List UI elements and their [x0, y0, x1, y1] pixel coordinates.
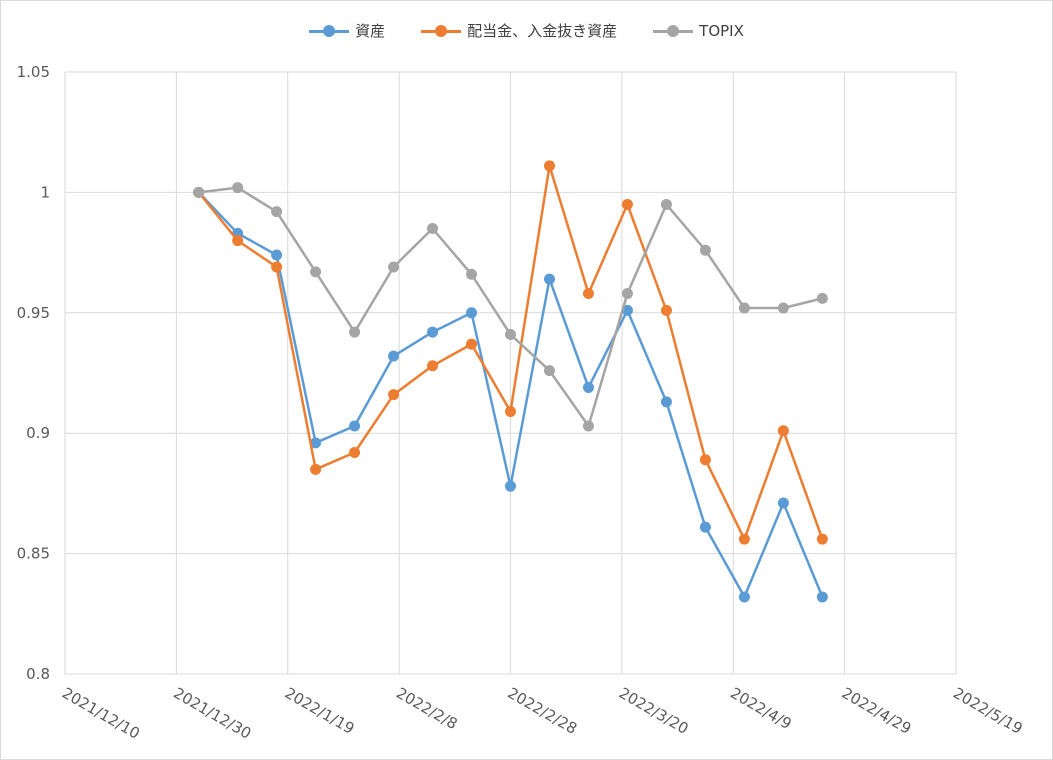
x-tick-label: 2021/12/30 [170, 684, 254, 743]
data-point-series-1 [310, 463, 322, 475]
y-tick-label: 0.8 [26, 665, 50, 683]
x-tick-label: 2022/3/20 [616, 684, 692, 738]
data-point-series-2 [271, 206, 283, 218]
data-point-series-1 [582, 288, 594, 300]
data-point-series-1 [816, 533, 828, 545]
x-tick-label: 2022/5/19 [950, 684, 1026, 738]
data-point-series-0 [777, 497, 789, 509]
data-point-series-2 [310, 266, 322, 278]
x-tick-label: 2022/2/28 [505, 684, 581, 738]
y-tick-label: 0.95 [17, 304, 50, 322]
data-point-series-0 [310, 437, 322, 449]
data-point-series-1 [621, 198, 633, 210]
data-point-series-2 [232, 182, 244, 194]
data-point-series-0 [505, 480, 516, 492]
legend: 資産 配当金、入金抜き資産 TOPIX [0, 20, 1053, 41]
data-point-series-1 [232, 235, 244, 247]
legend-item-series-2[interactable]: TOPIX [653, 20, 744, 41]
data-point-series-0 [271, 249, 283, 261]
data-point-series-2 [738, 302, 750, 314]
legend-label: 配当金、入金抜き資産 [467, 22, 618, 40]
data-point-series-1 [388, 389, 400, 401]
legend-label: 資産 [355, 22, 386, 40]
data-point-series-2 [777, 302, 789, 314]
data-point-series-0 [816, 591, 828, 603]
data-point-series-1 [777, 425, 789, 437]
data-point-series-1 [505, 406, 516, 418]
data-point-series-1 [271, 261, 283, 273]
data-point-series-2 [388, 261, 400, 273]
data-point-series-0 [388, 350, 400, 362]
y-tick-label: 0.9 [26, 424, 50, 442]
legend-marker [653, 21, 694, 41]
data-point-series-1 [699, 454, 711, 466]
legend-item-series-1[interactable]: 配当金、入金抜き資産 [421, 20, 617, 41]
y-tick-label: 1 [40, 183, 50, 201]
data-point-series-0 [427, 326, 439, 338]
data-point-series-1 [660, 304, 672, 316]
x-tick-label: 2022/4/29 [839, 684, 915, 738]
legend-item-series-0[interactable]: 資産 [309, 20, 385, 41]
data-point-series-2 [816, 292, 828, 304]
data-point-series-2 [505, 328, 516, 340]
data-point-series-1 [543, 160, 555, 172]
data-point-series-0 [349, 420, 361, 432]
data-point-series-0 [582, 381, 594, 393]
x-tick-label: 2022/4/9 [727, 684, 794, 733]
data-point-series-0 [466, 307, 478, 319]
data-point-series-0 [699, 521, 711, 533]
y-tick-label: 0.85 [17, 545, 50, 563]
data-point-series-2 [466, 268, 478, 280]
legend-marker [421, 21, 462, 41]
data-point-series-2 [193, 186, 205, 198]
legend-label: TOPIX [699, 21, 744, 40]
data-point-series-0 [738, 591, 750, 603]
x-tick-label: 2022/1/19 [282, 684, 358, 738]
legend-dot-2 [667, 24, 680, 37]
data-point-series-2 [699, 244, 711, 256]
data-point-series-2 [660, 198, 672, 210]
x-tick-label: 2022/2/8 [393, 684, 460, 733]
legend-dot-1 [435, 24, 448, 37]
data-point-series-2 [349, 326, 361, 338]
data-point-series-2 [427, 223, 439, 235]
data-point-series-1 [466, 338, 478, 350]
x-tick-label: 2021/12/10 [59, 684, 143, 743]
data-point-series-1 [738, 533, 750, 545]
data-point-series-2 [582, 420, 594, 432]
data-point-series-2 [621, 288, 633, 300]
legend-dot-0 [323, 24, 336, 37]
data-point-series-0 [621, 304, 633, 316]
data-point-series-0 [660, 396, 672, 408]
data-point-series-1 [427, 360, 439, 372]
data-point-series-1 [349, 446, 361, 458]
legend-marker [309, 21, 350, 41]
data-point-series-2 [543, 365, 555, 377]
data-point-series-0 [543, 273, 555, 285]
y-tick-label: 1.05 [17, 63, 50, 81]
